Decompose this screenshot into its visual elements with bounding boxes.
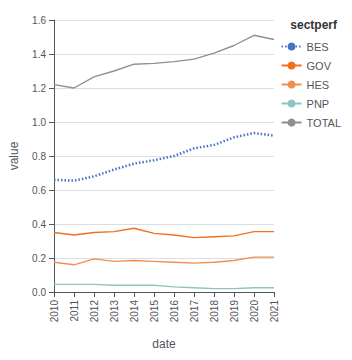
- svg-text:2018: 2018: [209, 300, 220, 323]
- svg-text:value: value: [7, 141, 21, 170]
- svg-text:2020: 2020: [249, 300, 260, 323]
- svg-text:2015: 2015: [149, 300, 160, 323]
- svg-text:GOV: GOV: [307, 60, 332, 72]
- svg-text:2019: 2019: [229, 300, 240, 323]
- svg-text:1.6: 1.6: [32, 15, 46, 26]
- svg-text:2014: 2014: [129, 300, 140, 323]
- svg-text:0.4: 0.4: [32, 219, 46, 230]
- svg-text:2021: 2021: [269, 300, 280, 323]
- svg-text:2012: 2012: [89, 300, 100, 323]
- svg-text:2013: 2013: [109, 300, 120, 323]
- svg-text:2017: 2017: [189, 300, 200, 323]
- svg-text:HES: HES: [307, 79, 330, 91]
- svg-text:date: date: [152, 337, 176, 351]
- svg-text:0.0: 0.0: [32, 287, 46, 298]
- svg-text:PNP: PNP: [307, 98, 330, 110]
- svg-text:1.2: 1.2: [32, 83, 46, 94]
- svg-text:2011: 2011: [69, 300, 80, 322]
- svg-text:TOTAL: TOTAL: [307, 117, 341, 129]
- svg-text:sectperf: sectperf: [290, 18, 338, 32]
- svg-text:2010: 2010: [49, 300, 60, 323]
- svg-text:BES: BES: [307, 41, 329, 53]
- svg-text:0.8: 0.8: [32, 151, 46, 162]
- svg-text:2016: 2016: [169, 300, 180, 323]
- svg-text:0.2: 0.2: [32, 253, 46, 264]
- svg-text:1.0: 1.0: [32, 117, 46, 128]
- svg-text:1.4: 1.4: [32, 49, 46, 60]
- svg-text:0.6: 0.6: [32, 185, 46, 196]
